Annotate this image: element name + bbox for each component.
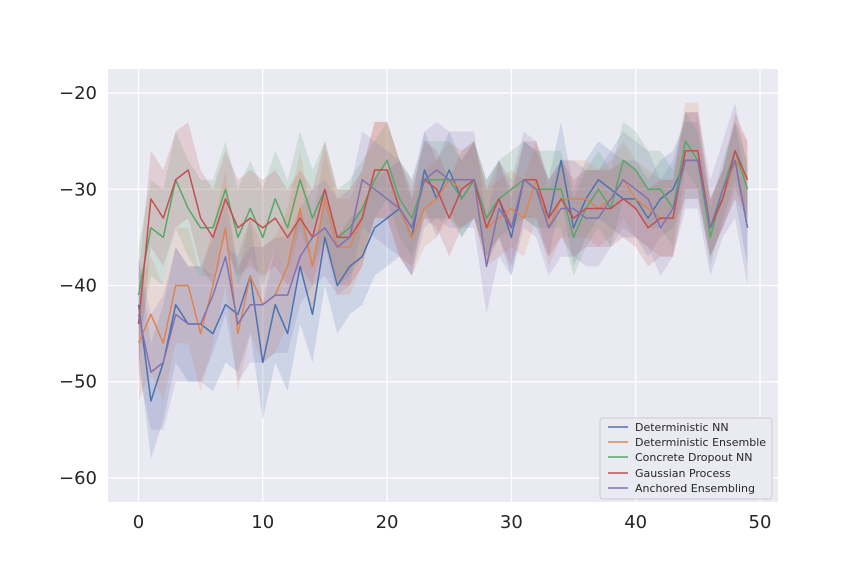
y-tick-label: −50 (59, 372, 97, 393)
x-tick-label: 20 (376, 512, 399, 533)
legend-label-gaussian-process: Gaussian Process (635, 467, 731, 480)
legend-label-deterministic-ensemble: Deterministic Ensemble (635, 436, 766, 449)
series-lines (137, 140, 749, 402)
x-tick-label: 10 (251, 512, 274, 533)
y-tick-label: −60 (59, 468, 97, 489)
legend-frame (599, 417, 773, 500)
band-gaussian-process (138, 112, 748, 373)
y-tick-label: −40 (59, 276, 97, 297)
x-tick-label: 0 (133, 512, 144, 533)
band-concrete-dropout-nn (138, 112, 748, 344)
line-deterministic-ensemble (137, 150, 749, 344)
line-deterministic-nn (137, 159, 749, 402)
band-deterministic-ensemble (138, 102, 748, 401)
y-tick-label: −20 (59, 83, 97, 104)
x-tick-label: 40 (624, 512, 647, 533)
line-gaussian-process (137, 150, 749, 325)
legend: Deterministic NN Deterministic Ensemble … (599, 417, 773, 500)
x-tick-label: 50 (749, 512, 772, 533)
legend-label-anchored-ensembling: Anchored Ensembling (635, 482, 755, 495)
legend-label-concrete-dropout-nn: Concrete Dropout NN (635, 451, 753, 464)
axis-tick-labels: 0 10 20 30 40 50 −20 −30 −40 −50 −60 (59, 83, 771, 533)
y-tick-label: −30 (59, 179, 97, 200)
x-tick-label: 30 (500, 512, 523, 533)
line-concrete-dropout-nn (137, 140, 749, 296)
line-anchored-ensembling (137, 159, 749, 373)
legend-label-deterministic-nn: Deterministic NN (635, 421, 729, 434)
